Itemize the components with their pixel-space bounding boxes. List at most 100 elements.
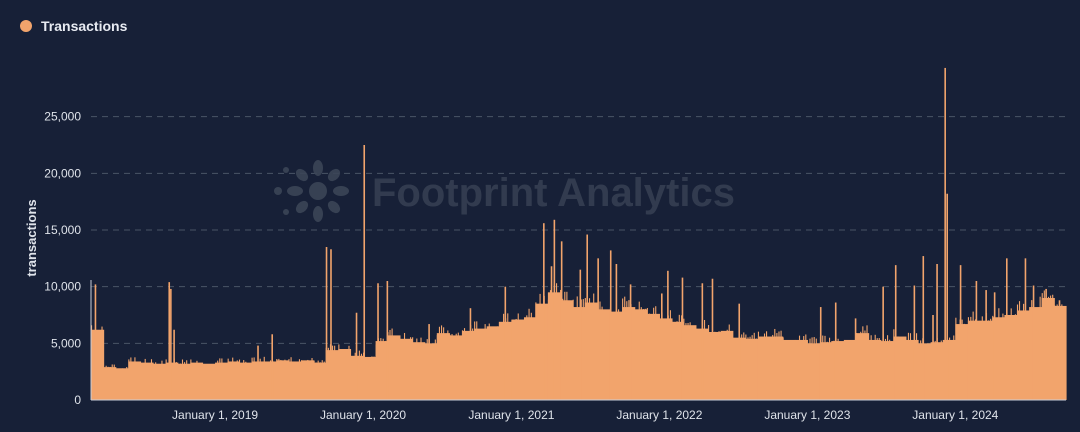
bar-daily: [862, 326, 864, 400]
bar-daily: [338, 344, 340, 400]
x-tick-label: January 1, 2021: [468, 408, 554, 422]
peak-bar: [913, 285, 916, 400]
bar-daily: [142, 365, 144, 400]
bar-daily: [868, 340, 870, 400]
y-tick-label: 20,000: [44, 166, 81, 180]
x-tick-label: January 1, 2020: [320, 408, 406, 422]
peak-bar: [469, 308, 472, 400]
bar-daily: [683, 318, 685, 400]
bar-daily: [294, 365, 296, 400]
chart-legend[interactable]: Transactions: [20, 18, 127, 34]
bar-daily: [1021, 317, 1023, 400]
bar-daily: [165, 359, 167, 400]
bar-daily: [238, 359, 241, 400]
bar-daily: [171, 365, 173, 400]
bar-daily: [833, 340, 835, 400]
bar-daily: [500, 322, 503, 400]
bar-daily: [926, 344, 928, 400]
bar-daily: [607, 312, 609, 400]
bar-daily: [642, 309, 644, 400]
bar-daily: [796, 345, 798, 400]
bar-daily: [568, 307, 570, 400]
bar-daily: [535, 302, 537, 400]
bar-daily: [736, 342, 739, 400]
bar-daily: [588, 298, 591, 400]
bar-daily: [620, 318, 622, 400]
bar-daily: [204, 365, 206, 400]
bar-2023-02: [819, 342, 832, 400]
bar-daily: [864, 330, 866, 400]
bar-daily: [441, 325, 443, 400]
bar-daily: [570, 307, 572, 400]
bar-daily: [393, 335, 395, 400]
bar-daily: [634, 312, 636, 400]
bar-daily: [880, 342, 882, 400]
bar-daily: [219, 358, 221, 400]
bar-daily: [759, 340, 762, 400]
bar-daily: [342, 349, 344, 400]
bar-daily: [513, 324, 515, 400]
bar-daily: [963, 323, 965, 400]
bar-daily: [872, 341, 874, 400]
peak-bar: [946, 193, 949, 400]
bar-daily: [1047, 296, 1050, 400]
bar-daily: [891, 341, 893, 400]
bar-daily: [144, 358, 146, 400]
bar-daily: [955, 317, 957, 400]
bar-daily: [990, 318, 992, 400]
bar-daily: [274, 365, 276, 400]
bar-daily: [745, 334, 747, 400]
bar-daily: [161, 360, 163, 400]
bar-daily: [259, 358, 261, 400]
peak-bar: [355, 312, 358, 400]
peak-bar: [586, 234, 589, 400]
bar-daily: [113, 364, 115, 400]
bar-daily: [831, 346, 833, 400]
bar-daily: [782, 337, 784, 400]
bar-daily: [509, 326, 511, 400]
bar-daily: [853, 344, 856, 400]
peak-bar: [882, 286, 884, 400]
bar-daily: [511, 320, 513, 400]
bar-daily: [603, 310, 605, 400]
bar-daily: [710, 335, 712, 400]
bar-daily: [438, 326, 441, 400]
legend-label-transactions: Transactions: [41, 18, 128, 34]
bar-daily: [811, 337, 813, 400]
bar-daily: [856, 333, 858, 400]
bar-daily: [397, 338, 399, 400]
bar-daily: [528, 308, 530, 400]
bar-daily: [755, 338, 757, 400]
bar-daily: [319, 362, 321, 400]
bar-daily: [449, 334, 451, 400]
bar-daily: [562, 298, 564, 400]
bar-daily: [876, 338, 878, 400]
bar-daily: [774, 328, 776, 400]
bar-daily: [551, 295, 554, 400]
bar-daily: [389, 329, 391, 400]
bar-daily: [560, 289, 562, 400]
bar-daily: [1035, 311, 1037, 400]
bar-daily: [657, 321, 659, 400]
bar-daily: [537, 307, 539, 400]
bar-daily: [674, 325, 676, 400]
bar-daily: [1039, 296, 1041, 400]
bar-daily: [695, 332, 697, 400]
bar-daily: [134, 357, 136, 400]
bar-daily: [798, 335, 801, 400]
peak-bar: [661, 293, 663, 400]
bar-daily: [1031, 300, 1033, 400]
bar-daily: [148, 364, 150, 400]
bar-daily: [874, 334, 876, 400]
bar-daily: [138, 362, 140, 400]
y-tick-label: 0: [74, 393, 81, 407]
bar-daily: [665, 323, 667, 400]
bar-daily: [478, 332, 480, 400]
peak-bar: [629, 284, 632, 400]
bar-daily: [253, 357, 255, 400]
bar-daily: [924, 346, 926, 400]
bar-daily: [970, 316, 972, 400]
bar-daily: [809, 338, 811, 400]
bar-daily: [412, 337, 414, 400]
